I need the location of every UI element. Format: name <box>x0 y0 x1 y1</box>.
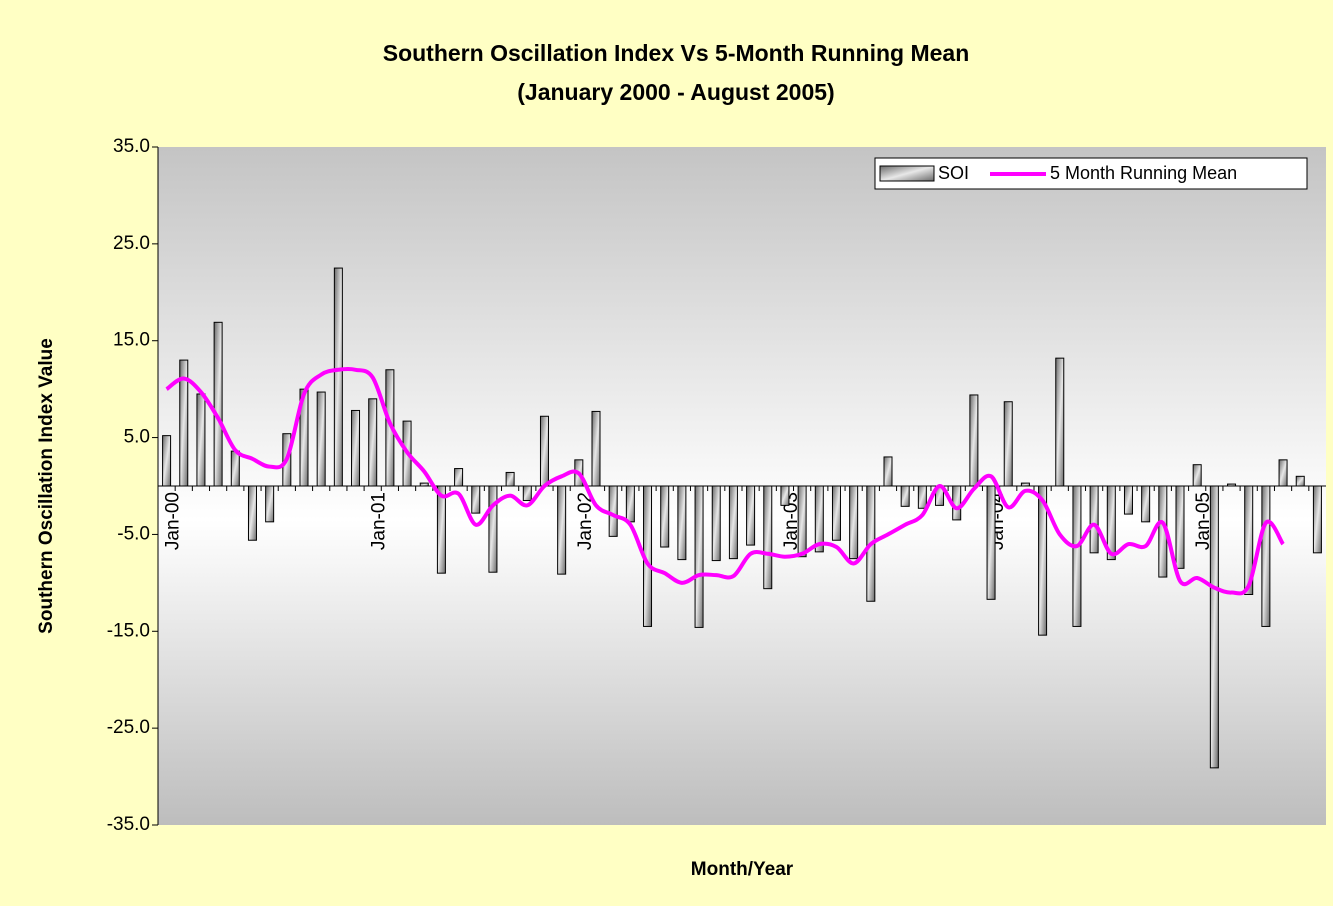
bar <box>1227 483 1237 487</box>
bar <box>454 468 464 487</box>
x-tick-label: Jan-03 <box>781 492 802 550</box>
bar <box>162 435 172 487</box>
bar <box>711 485 721 562</box>
bar <box>333 267 343 487</box>
bar <box>316 391 326 487</box>
bar <box>1278 459 1288 487</box>
legend-swatch-bar <box>879 165 935 182</box>
x-tick-label: Jan-00 <box>163 492 184 550</box>
y-tick-label: 25.0 <box>113 233 150 254</box>
bar <box>797 485 807 558</box>
bar <box>368 398 378 487</box>
bar <box>179 359 189 487</box>
y-tick-label: 35.0 <box>113 136 150 157</box>
bar <box>746 485 756 546</box>
y-tick-label: -15.0 <box>107 620 150 641</box>
bar <box>694 485 704 628</box>
bar <box>247 485 257 541</box>
bar <box>728 485 738 560</box>
bar <box>230 450 240 487</box>
bar <box>436 485 446 574</box>
bar <box>419 482 429 487</box>
bar <box>1295 475 1305 487</box>
bar <box>591 410 601 487</box>
bar <box>1055 357 1065 487</box>
x-axis-title: Month/Year <box>691 859 794 880</box>
bar <box>505 471 515 487</box>
bar <box>969 394 979 487</box>
y-tick-label: 15.0 <box>113 330 150 351</box>
bar <box>780 485 790 506</box>
bar <box>1020 482 1030 487</box>
bar <box>522 485 532 502</box>
bar <box>1072 485 1082 627</box>
bar <box>1261 485 1271 627</box>
legend: SOI 5 Month Running Mean <box>874 157 1308 190</box>
bar <box>625 485 635 523</box>
y-tick-label: -35.0 <box>107 814 150 835</box>
bar <box>952 485 962 521</box>
bar <box>1038 485 1048 636</box>
x-tick-label: Jan-05 <box>1193 492 1214 550</box>
y-tick-label: -25.0 <box>107 717 150 738</box>
y-tick-label: -5.0 <box>117 523 150 544</box>
bar <box>677 485 687 561</box>
bar <box>814 485 824 553</box>
bar <box>917 485 927 509</box>
bar <box>488 485 498 573</box>
bar <box>986 485 996 600</box>
x-tick-label: Jan-01 <box>369 492 390 550</box>
bar <box>883 456 893 487</box>
legend-label: 5 Month Running Mean <box>1050 163 1237 183</box>
legend-box <box>874 157 1308 190</box>
bar <box>1106 485 1116 561</box>
bar <box>1312 485 1322 554</box>
chart-title: Southern Oscillation Index Vs 5-Month Ru… <box>383 40 970 66</box>
x-tick-label: Jan-02 <box>575 492 596 550</box>
bar <box>265 485 275 523</box>
bar <box>1192 464 1202 487</box>
bar <box>763 485 773 590</box>
bar <box>557 485 567 575</box>
y-axis-title: Southern Oscillation Index Value <box>36 338 57 634</box>
bar <box>1003 401 1013 487</box>
bar <box>660 485 670 548</box>
bar <box>351 409 361 487</box>
bar <box>1209 485 1219 769</box>
bar <box>196 393 206 487</box>
bar <box>539 415 549 487</box>
bar <box>471 485 481 514</box>
bar <box>1175 485 1185 569</box>
bar <box>1089 485 1099 554</box>
bar <box>213 321 223 487</box>
legend-label: SOI <box>938 163 969 183</box>
chart-subtitle: (January 2000 - August 2005) <box>517 79 834 105</box>
y-tick-label: 5.0 <box>124 427 150 448</box>
bar <box>1244 485 1254 595</box>
bar <box>831 485 841 541</box>
bar <box>900 485 910 507</box>
bar <box>849 485 859 560</box>
bar <box>608 485 618 537</box>
bar <box>1123 485 1133 515</box>
bar <box>1141 485 1151 523</box>
line <box>165 366 1285 596</box>
